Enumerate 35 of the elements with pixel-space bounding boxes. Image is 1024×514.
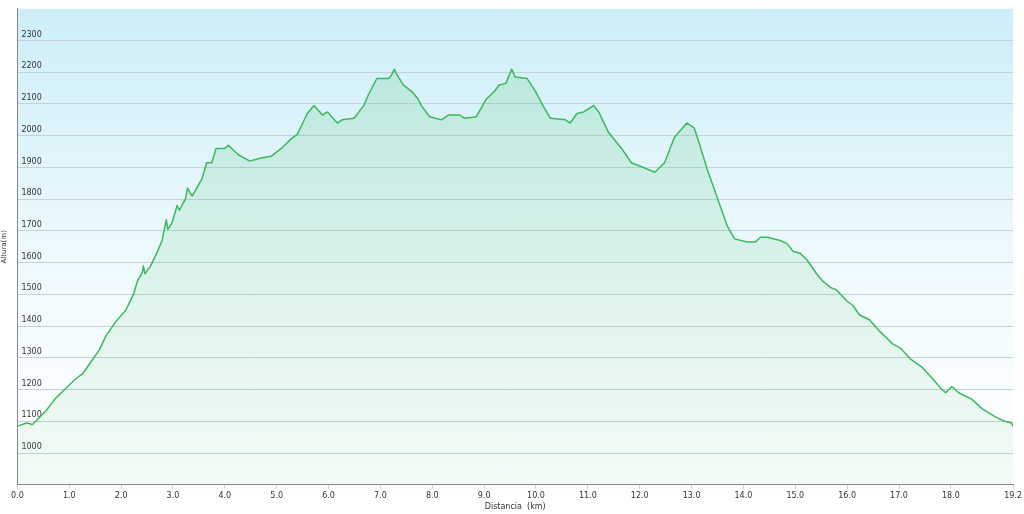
x-tick-label: 11.0: [578, 490, 597, 500]
x-tick-label: 19.2: [1004, 490, 1022, 500]
y-tick-label: 1200: [21, 378, 42, 388]
x-tick-label: 4.0: [218, 490, 232, 500]
x-tick-label: 15.0: [786, 490, 805, 500]
x-tick-label: 1.0: [62, 490, 76, 500]
y-tick-label: 1600: [21, 251, 42, 261]
x-tick-label: 0.0: [11, 490, 24, 500]
x-tick-label: 8.0: [425, 490, 439, 500]
x-tick-label: 12.0: [630, 490, 649, 500]
y-tick-label: 1100: [21, 410, 42, 420]
y-tick-label: 1700: [21, 220, 42, 230]
x-tick-label: 6.0: [322, 490, 335, 500]
x-axis-title: Distancia (km): [484, 502, 546, 512]
x-tick-label: 7.0: [374, 490, 387, 500]
y-tick-label: 1500: [21, 283, 42, 293]
x-tick-label: 13.0: [682, 490, 701, 500]
y-tick-label: 2100: [21, 93, 42, 103]
x-tick-label: 17.0: [890, 490, 908, 500]
x-tick-label: 18.0: [941, 490, 960, 500]
y-tick-label: 1000: [21, 442, 42, 452]
y-tick-label: 1900: [21, 156, 42, 166]
y-tick-label: 1400: [21, 315, 42, 325]
y-tick-label: 2300: [21, 29, 42, 39]
x-tick-label: 14.0: [734, 490, 753, 500]
y-tick-label: 2200: [21, 61, 42, 71]
x-tick-label: 5.0: [270, 490, 284, 500]
x-tick-label: 9.0: [477, 490, 491, 500]
x-tick-label: 2.0: [114, 490, 128, 500]
x-tick-label: 10.0: [527, 490, 545, 500]
x-tick-label: 3.0: [166, 490, 180, 500]
y-tick-label: 1800: [21, 188, 42, 198]
y-tick-label: 1300: [21, 346, 42, 356]
y-tick-label: 2000: [21, 124, 42, 134]
x-tick-label: 16.0: [838, 490, 857, 500]
